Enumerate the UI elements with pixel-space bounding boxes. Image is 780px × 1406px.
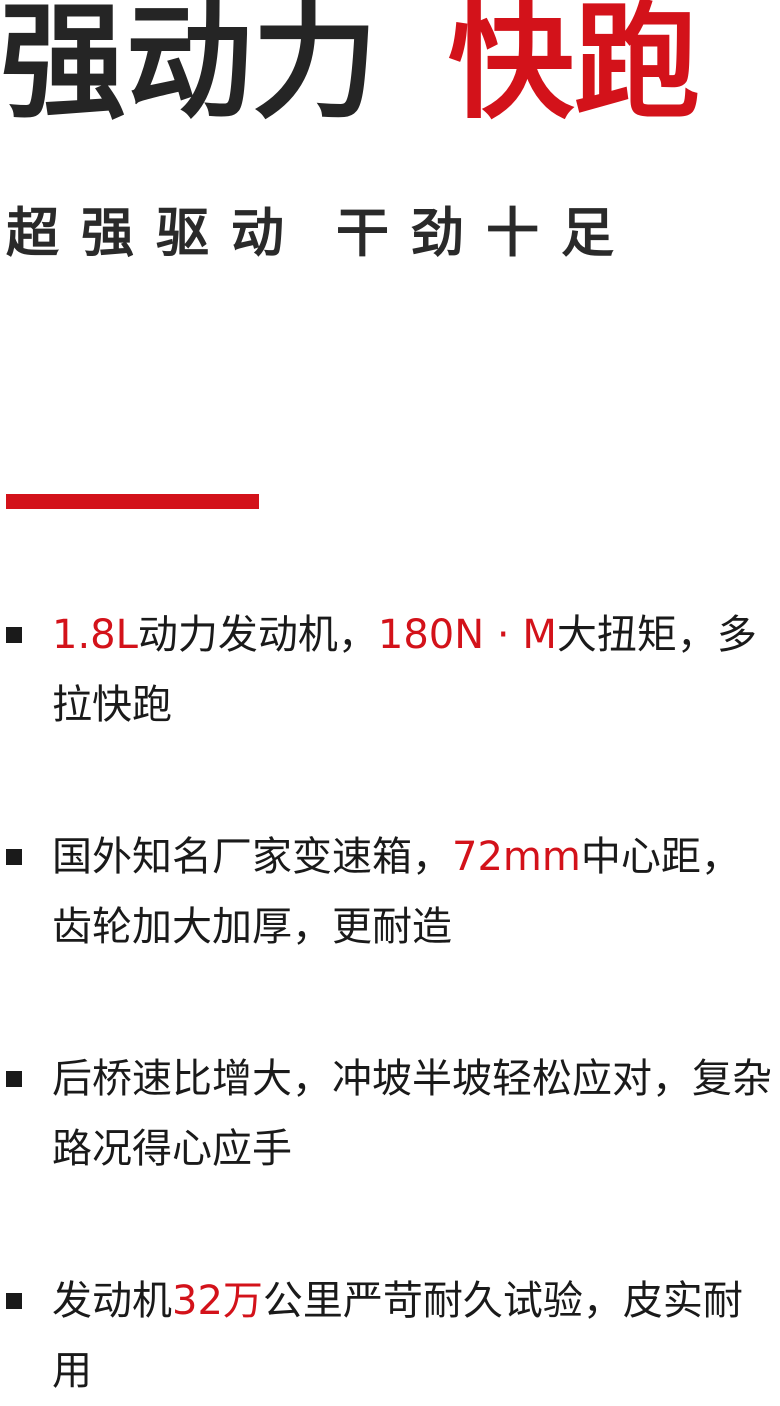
feature-segment: 国外知名厂家变速箱， — [52, 834, 452, 880]
headline: 强动力 快跑 — [0, 0, 700, 126]
bullet-square-icon — [6, 1293, 22, 1309]
feature-segment: 大扭矩，多拉快跑 — [52, 612, 757, 728]
feature-segment: 公里严苛耐久试验，皮实耐用 — [52, 1278, 743, 1394]
bullet-square-icon — [6, 849, 22, 865]
bullet-square-icon — [6, 627, 22, 643]
subheadline-part1: 超强驱动 — [6, 203, 306, 264]
feature-text: 发动机32万公里严苛耐久试验，皮实耐用 — [52, 1266, 776, 1406]
headline-primary: 强动力 — [0, 0, 378, 136]
red-divider — [6, 494, 259, 509]
headline-accent: 快跑 — [448, 0, 700, 136]
bullet-square-icon — [6, 1071, 22, 1087]
feature-highlight: 1.8L — [52, 612, 138, 658]
feature-segment: 后桥速比增大，冲坡半坡轻松应对，复杂路况得心应手 — [52, 1056, 772, 1172]
subheadline: 超强驱动 干劲十足 — [6, 204, 636, 264]
feature-segment: 动力发动机， — [137, 612, 378, 658]
feature-highlight: 72mm — [452, 834, 581, 880]
feature-text: 国外知名厂家变速箱，72mm中心距，齿轮加大加厚，更耐造 — [52, 822, 776, 962]
feature-text: 1.8L动力发动机，180N · M大扭矩，多拉快跑 — [52, 600, 776, 740]
feature-segment: 发动机 — [52, 1278, 172, 1324]
feature-highlight: 180N · M — [377, 612, 557, 658]
feature-text: 后桥速比增大，冲坡半坡轻松应对，复杂路况得心应手 — [52, 1044, 776, 1184]
subheadline-part2: 干劲十足 — [336, 203, 636, 264]
feature-highlight: 32万 — [172, 1278, 263, 1324]
feature-segment: 中心距，齿轮加大加厚，更耐造 — [52, 834, 741, 950]
